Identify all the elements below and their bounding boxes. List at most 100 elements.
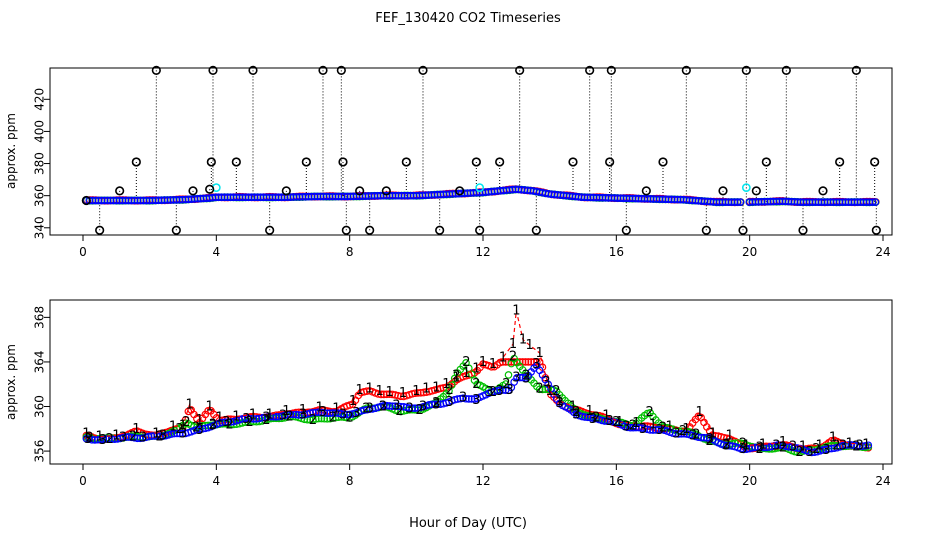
- series-point: [416, 388, 425, 397]
- top-x-tick-label: 12: [475, 245, 490, 259]
- series-3-marker: 3: [339, 407, 347, 422]
- cyan-point: [475, 183, 485, 192]
- flag-point: [515, 65, 525, 75]
- series-point: [649, 426, 657, 434]
- series-point: [286, 410, 295, 419]
- series-point: [323, 409, 331, 417]
- series-point: [388, 402, 397, 410]
- series-point: [122, 433, 130, 441]
- series-1-marker: 1: [536, 346, 544, 361]
- series-2-marker: 2: [226, 417, 234, 432]
- series-1-marker: 1: [846, 436, 854, 451]
- flag-point: [151, 65, 161, 75]
- series-point: [385, 402, 394, 410]
- series-point: [119, 433, 127, 442]
- bottom-x-tick-label: 0: [79, 474, 87, 488]
- series-1-marker: 1: [616, 415, 624, 430]
- series-1-marker: 1: [602, 408, 610, 423]
- series-point: [759, 443, 768, 452]
- series-3-marker: 3: [496, 384, 504, 399]
- series-point: [680, 429, 688, 438]
- top-y-tick-label: 420: [33, 88, 47, 111]
- series-2-marker: 2: [246, 415, 254, 430]
- series-1-marker: 1: [546, 384, 554, 399]
- series-point: [584, 413, 592, 422]
- series-point: [632, 423, 640, 432]
- cyan-point: [741, 183, 751, 192]
- series-1-marker: 1: [499, 350, 507, 365]
- series-3-marker: 3: [722, 439, 730, 454]
- flag-point: [418, 65, 428, 75]
- series-point: [445, 387, 453, 395]
- flag-point: [248, 65, 258, 75]
- series-point: [431, 400, 439, 409]
- series-1-marker: 1: [472, 362, 480, 377]
- series-point: [858, 442, 867, 450]
- series-3-marker: 3: [789, 440, 797, 455]
- series-3-marker: 3: [419, 400, 427, 415]
- series-point: [411, 389, 419, 398]
- flag-point: [781, 65, 791, 75]
- series-1-marker: 1: [666, 420, 674, 435]
- series-point: [521, 358, 530, 366]
- series-2-marker: 2: [209, 417, 217, 432]
- page-title: FEF_130420 CO2 Timeseries: [375, 11, 561, 26]
- flag-point: [606, 65, 616, 75]
- series-2-marker: 2: [852, 440, 860, 455]
- flag-point: [301, 157, 311, 167]
- flag-point: [751, 186, 761, 196]
- series-1-marker: 1: [299, 403, 307, 418]
- flag-point: [475, 225, 485, 235]
- series-1-marker: 1: [489, 357, 497, 372]
- series-point: [329, 409, 337, 417]
- series-point: [598, 416, 606, 425]
- flag-point: [401, 157, 411, 167]
- flag-point: [336, 65, 346, 75]
- series-point: [178, 429, 187, 438]
- series-point: [654, 425, 663, 434]
- series-point: [847, 441, 856, 449]
- series-3-marker: 3: [299, 407, 307, 422]
- series-point: [499, 358, 507, 366]
- series-3-marker: 3: [856, 439, 864, 454]
- series-3-marker: 3: [196, 423, 204, 438]
- series-1-marker: 1: [709, 426, 717, 441]
- series-3-marker: 3: [756, 441, 764, 456]
- series-point: [397, 392, 405, 401]
- series-3-marker: 3: [222, 415, 230, 430]
- series-2-marker: 2: [432, 396, 440, 411]
- series-1-marker: 1: [432, 381, 440, 396]
- series-point: [297, 411, 306, 419]
- series-1-marker: 1: [779, 435, 787, 450]
- series-point: [700, 433, 708, 442]
- series-2-marker: 2: [572, 405, 580, 420]
- series-3-marker: 3: [459, 391, 467, 406]
- series-point: [176, 429, 184, 438]
- series-point: [861, 441, 870, 450]
- series-1-marker: 1: [132, 422, 140, 437]
- series-1-marker: 1: [386, 385, 394, 400]
- bottom-y-tick-label: 360: [33, 395, 47, 418]
- series-point: [377, 390, 385, 399]
- series-3-marker: 3: [772, 439, 780, 454]
- series-point: [652, 426, 660, 434]
- series-point: [408, 404, 416, 412]
- flag-point: [81, 195, 91, 206]
- series-3-marker: 3: [606, 414, 614, 429]
- series-point: [337, 410, 346, 418]
- bottom-y-tick-label: 364: [33, 350, 47, 373]
- flag-point: [568, 157, 578, 167]
- flag-point: [818, 186, 828, 196]
- series-2-marker: 2: [659, 421, 667, 436]
- bottom-x-tick-label: 16: [609, 474, 624, 488]
- flag-point: [265, 225, 275, 235]
- flag-point: [741, 65, 751, 75]
- top-axes: 0 4 8 12 16 20 24 340 360 380 400 420: [33, 88, 891, 259]
- flag-point: [471, 157, 481, 167]
- series-point: [754, 443, 762, 452]
- series-point: [317, 408, 326, 417]
- series-2-marker: 2: [176, 422, 184, 437]
- series-point: [720, 441, 728, 449]
- series-point: [249, 415, 258, 423]
- series-point: [408, 390, 416, 398]
